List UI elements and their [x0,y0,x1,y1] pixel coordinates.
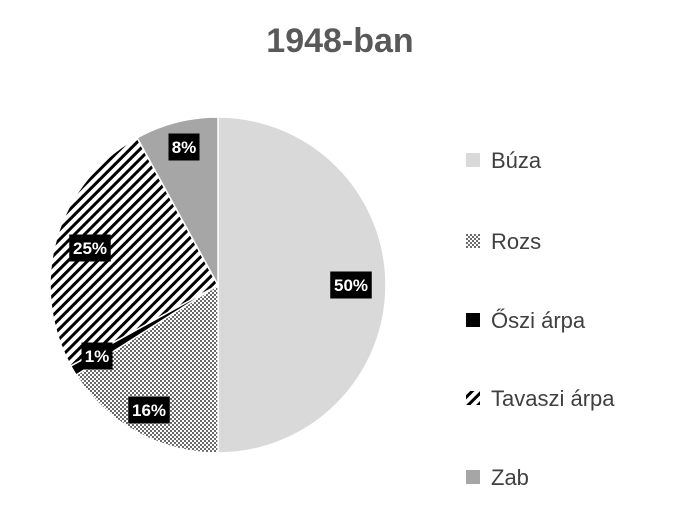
data-label-text: 1% [85,347,110,366]
legend: Búza Rozs Őszi árpa Tavaszi árpa Zab [466,148,615,490]
data-label-text: 16% [132,401,166,420]
data-label-text: 8% [172,138,197,157]
legend-swatch [466,470,480,484]
data-label-3: 1% [81,342,113,370]
legend-swatch [466,391,480,405]
pie-slice-4 [49,136,220,367]
data-label-5: 8% [168,133,200,161]
legend-swatch [466,153,480,167]
data-label-box [168,133,200,161]
legend-item-4: Tavaszi árpa [466,386,615,411]
data-label-box [81,342,113,370]
legend-swatch [466,234,480,248]
legend-item-5: Zab [466,465,529,490]
data-label-1: 50% [330,271,372,299]
legend-item-1: Búza [466,148,542,173]
chart-title: 1948-ban [266,22,413,60]
legend-label: Tavaszi árpa [491,386,615,411]
data-label-4: 25% [69,234,111,262]
data-label-box [128,396,170,424]
legend-swatch [466,313,480,327]
data-label-text: 25% [73,239,107,258]
pie-slice-1 [217,116,387,454]
legend-label: Rozs [491,229,541,254]
legend-label: Búza [491,148,542,173]
legend-item-2: Rozs [466,229,541,254]
legend-item-3: Őszi árpa [466,308,586,333]
data-labels: 50% 16% 1% 25% 8% [69,133,372,424]
legend-label: Zab [491,465,529,490]
data-label-2: 16% [128,396,170,424]
data-label-box [69,234,111,262]
data-label-text: 50% [334,276,368,295]
data-label-box [330,271,372,299]
legend-label: Őszi árpa [491,308,586,333]
pie-slice-2 [75,283,219,454]
